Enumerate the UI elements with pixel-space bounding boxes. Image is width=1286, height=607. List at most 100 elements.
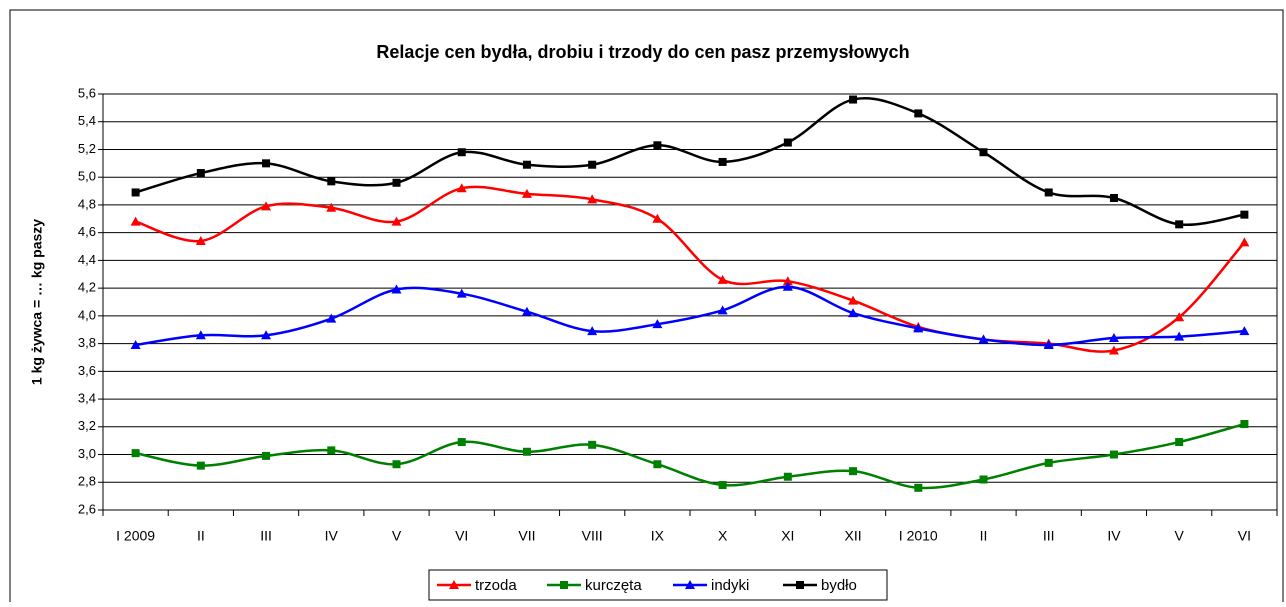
x-tick-label: I 2009 [116, 528, 155, 544]
marker [588, 440, 597, 449]
marker [391, 216, 402, 226]
marker [1109, 450, 1118, 459]
marker [1108, 345, 1119, 355]
x-tick-label: II [980, 528, 988, 544]
y-tick-label: 3,2 [78, 418, 96, 433]
y-tick-label: 2,6 [78, 501, 96, 516]
y-tick-label: 3,0 [78, 446, 96, 461]
y-tick-label: 3,8 [78, 335, 96, 350]
x-tick-label: VIII [582, 528, 603, 544]
marker [392, 178, 401, 187]
y-tick-label: 4,0 [78, 307, 96, 322]
series-line [135, 285, 1245, 347]
y-tick-label: 5,4 [78, 113, 96, 128]
marker [326, 313, 337, 323]
x-tick-label: X [718, 528, 728, 544]
legend-label: bydło [821, 577, 857, 594]
y-axis-title: 1 kg żywca = … kg paszy [29, 219, 45, 385]
x-tick-label: XI [781, 528, 794, 544]
marker [195, 330, 206, 340]
marker [1109, 194, 1118, 202]
marker [782, 276, 793, 286]
marker [521, 188, 532, 198]
x-tick-label: II [197, 528, 205, 544]
marker [783, 138, 792, 147]
marker [717, 305, 728, 315]
y-tick-label: 4,6 [78, 224, 96, 239]
marker [979, 148, 988, 157]
marker [131, 449, 140, 458]
y-tick-label: 4,2 [78, 280, 96, 295]
marker [522, 447, 531, 456]
marker [457, 148, 466, 157]
x-tick-label: I 2010 [899, 528, 938, 544]
marker [1175, 220, 1184, 229]
legend-label: indyki [711, 577, 749, 594]
marker [1174, 331, 1185, 341]
marker [914, 483, 923, 492]
legend-label: trzoda [475, 577, 517, 594]
marker [587, 194, 598, 204]
marker [327, 177, 336, 186]
y-tick-label: 5,2 [78, 141, 96, 156]
marker [1239, 237, 1250, 247]
marker [196, 461, 205, 470]
y-tick-label: 4,4 [78, 252, 96, 267]
marker [849, 467, 858, 476]
marker [914, 109, 923, 118]
legend: trzoda kurczęta indyki bydło [428, 569, 888, 601]
plot-area [102, 93, 1278, 511]
marker [848, 308, 859, 318]
marker [130, 216, 141, 226]
marker [587, 326, 598, 336]
marker [1239, 326, 1250, 336]
marker [783, 472, 792, 481]
y-tick-label: 4,8 [78, 196, 96, 211]
y-tick-label: 2,8 [78, 474, 96, 489]
marker [1044, 188, 1053, 197]
x-tick-label: III [1043, 528, 1055, 544]
marker [796, 581, 804, 589]
marker [456, 183, 467, 193]
marker [1175, 438, 1184, 447]
marker [261, 330, 272, 340]
x-tick-label: VI [455, 528, 468, 544]
marker [262, 451, 271, 460]
marker [391, 284, 402, 294]
marker [685, 580, 695, 589]
marker [261, 201, 272, 211]
marker [718, 157, 727, 166]
marker [913, 323, 924, 333]
marker [588, 160, 597, 169]
marker [392, 460, 401, 469]
marker [718, 481, 727, 490]
marker [653, 460, 662, 469]
marker [327, 446, 336, 455]
y-tick-label: 5,6 [78, 85, 96, 100]
y-tick-label: 3,4 [78, 391, 96, 406]
marker [652, 319, 663, 329]
series-line [135, 97, 1245, 227]
marker [449, 580, 459, 589]
y-tick-label: 5,0 [78, 169, 96, 184]
x-tick-label: VII [518, 528, 535, 544]
marker [849, 95, 858, 104]
x-tick-label: XII [844, 528, 861, 544]
marker [521, 306, 532, 316]
marker [131, 188, 140, 197]
chart-title: Relacje cen bydła, drobiu i trzody do ce… [376, 42, 909, 62]
x-tick-label: IV [325, 528, 339, 544]
marker [848, 295, 859, 305]
marker [1108, 333, 1119, 343]
marker [1044, 458, 1053, 467]
marker [782, 281, 793, 291]
chart-frame [9, 9, 1284, 602]
marker [1240, 420, 1249, 429]
marker [196, 169, 205, 178]
marker [522, 160, 531, 169]
marker [195, 235, 206, 245]
series-line [135, 422, 1245, 490]
marker [130, 339, 141, 349]
